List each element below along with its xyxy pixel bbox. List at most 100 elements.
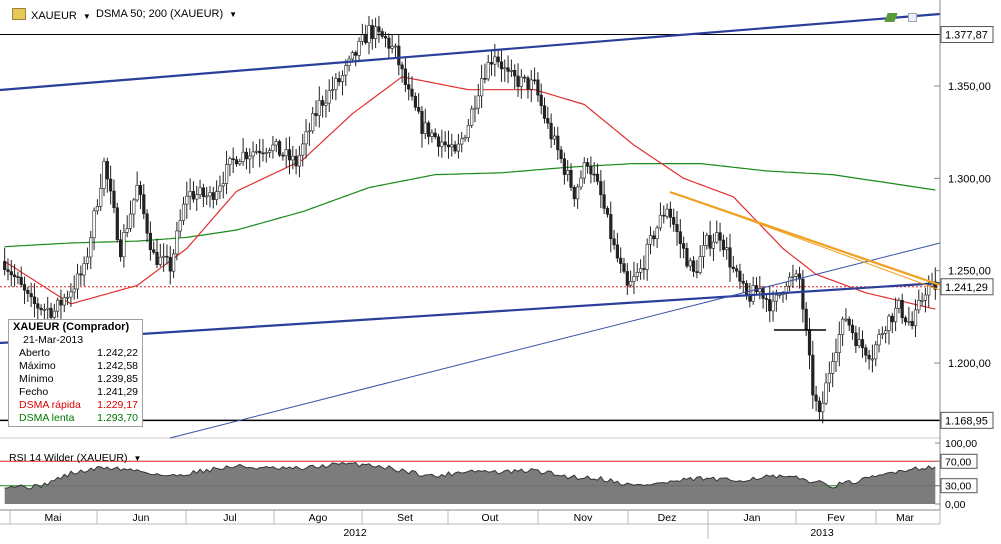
candle-body xyxy=(718,232,722,241)
candle-body xyxy=(615,244,619,259)
candle xyxy=(864,344,868,363)
candle xyxy=(360,23,365,46)
candle xyxy=(715,220,719,245)
rsi-tick-label: 70,00 xyxy=(945,456,971,468)
candle xyxy=(36,297,40,321)
candle-body xyxy=(778,293,782,296)
symbol-selector[interactable]: XAUEUR ▼ xyxy=(12,8,91,22)
indicator-label: DSMA 50; 200 (XAUEUR) xyxy=(96,8,224,20)
candle xyxy=(403,56,408,92)
candle-body xyxy=(764,298,768,300)
candle-body xyxy=(324,102,328,106)
candle-body xyxy=(854,332,858,347)
candle-body xyxy=(685,248,689,267)
candle-body xyxy=(678,231,682,244)
candle-body xyxy=(791,275,795,278)
candle-body xyxy=(599,181,603,196)
window-icon[interactable] xyxy=(908,13,917,22)
price-label: 1.377,87 xyxy=(945,30,988,42)
candle xyxy=(195,185,199,211)
candle xyxy=(22,276,27,305)
candle-body xyxy=(387,37,391,49)
price-label-box xyxy=(940,278,994,296)
candle-body xyxy=(473,107,477,110)
candle-body xyxy=(625,271,629,286)
candle xyxy=(536,72,540,102)
candle xyxy=(89,230,93,270)
pencil-icon xyxy=(12,8,26,20)
candle-body xyxy=(794,273,798,277)
candle xyxy=(771,290,775,322)
rsi-selector[interactable]: RSI 14 Wilder (XAUEUR) ▼ xyxy=(9,452,141,464)
candle-body xyxy=(195,194,199,200)
chevron-down-icon: ▼ xyxy=(82,12,91,21)
candle xyxy=(307,122,312,147)
candle-body xyxy=(244,151,249,160)
candle-body xyxy=(506,67,510,72)
candle-body xyxy=(585,162,590,167)
candle-body xyxy=(304,131,308,145)
candle xyxy=(6,258,10,281)
candle xyxy=(628,270,633,288)
candle xyxy=(178,209,182,238)
candle xyxy=(609,201,613,253)
candle xyxy=(708,220,712,257)
info-row-value: 1.239,85 xyxy=(97,373,138,385)
candle-body xyxy=(155,252,159,265)
candle-body xyxy=(821,402,825,413)
candle xyxy=(423,108,427,140)
candle xyxy=(357,37,361,60)
candle xyxy=(847,316,851,331)
candle-body xyxy=(367,25,371,43)
candle-body xyxy=(903,317,908,323)
candle-body xyxy=(191,191,196,200)
candle-body xyxy=(622,263,626,272)
rsi-level-box xyxy=(940,478,978,494)
candle-body xyxy=(267,150,272,153)
candle xyxy=(165,244,169,265)
candle xyxy=(721,234,725,257)
candle-body xyxy=(672,217,676,225)
trendline-channel xyxy=(169,242,941,439)
candle-body xyxy=(609,214,613,239)
x-tick-label: Mar xyxy=(896,512,915,524)
candle xyxy=(473,95,477,123)
candle-body xyxy=(519,76,523,87)
candle xyxy=(463,134,467,142)
candle-body xyxy=(466,125,470,138)
candle xyxy=(52,303,56,322)
candle-body xyxy=(9,271,13,276)
candle xyxy=(274,138,278,153)
candle xyxy=(479,64,484,109)
draw-tool-icon[interactable] xyxy=(884,13,898,22)
candle-body xyxy=(89,237,93,258)
candle-body xyxy=(340,75,345,83)
candle-body xyxy=(281,154,285,157)
candle-body xyxy=(493,56,497,65)
candle xyxy=(340,70,345,96)
candle-body xyxy=(509,70,514,72)
indicator-selector[interactable]: DSMA 50; 200 (XAUEUR) ▼ xyxy=(96,8,237,20)
candle xyxy=(364,24,368,45)
candle xyxy=(72,275,76,300)
candle xyxy=(685,242,689,269)
candle xyxy=(281,152,285,161)
candle xyxy=(522,74,527,83)
candle xyxy=(546,106,550,129)
candle-body xyxy=(440,141,444,147)
candle xyxy=(585,158,590,174)
y-tick-label: 1.200,00 xyxy=(948,358,991,370)
candle-body xyxy=(172,253,176,272)
candle-body xyxy=(569,170,573,188)
candle-body xyxy=(864,347,868,356)
candle xyxy=(62,293,66,313)
candle-body xyxy=(804,308,808,330)
candle xyxy=(132,198,136,228)
candle-body xyxy=(907,320,911,323)
candle xyxy=(817,396,821,420)
candle xyxy=(625,262,629,296)
candle xyxy=(489,50,494,76)
candle-body xyxy=(294,155,298,167)
candle-body xyxy=(420,111,424,134)
